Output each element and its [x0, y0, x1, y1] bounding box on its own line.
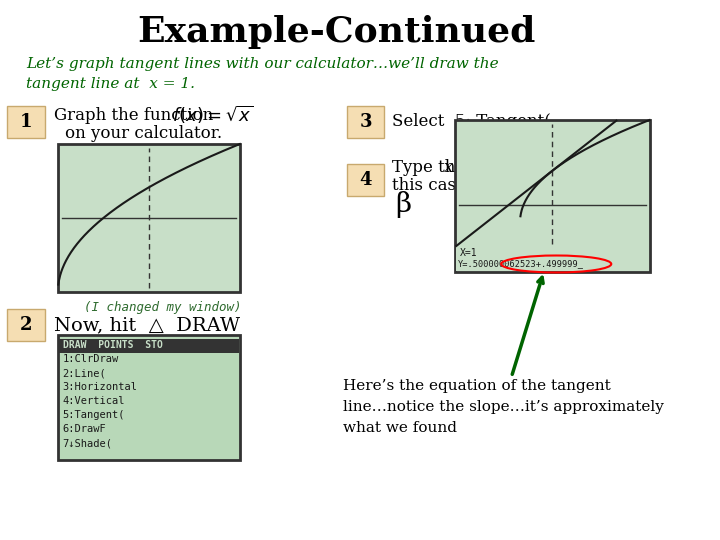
FancyBboxPatch shape — [347, 164, 384, 196]
FancyBboxPatch shape — [7, 106, 45, 138]
Text: 1: 1 — [20, 113, 32, 131]
Bar — [456, 120, 649, 272]
Text: 4:Vertical: 4:Vertical — [63, 396, 125, 406]
Text: 5:Tangent(: 5:Tangent( — [63, 410, 125, 420]
FancyBboxPatch shape — [7, 309, 45, 341]
Text: β: β — [395, 192, 410, 219]
Text: DRAW  POINTS  STO: DRAW POINTS STO — [63, 340, 163, 350]
Bar — [456, 245, 649, 271]
Text: Here’s the equation of the tangent
line…notice the slope…it’s approximately
what: Here’s the equation of the tangent line…… — [343, 380, 665, 435]
Text: 3: 3 — [359, 113, 372, 131]
Text: Let’s graph tangent lines with our calculator…we’ll draw the
tangent line at  x : Let’s graph tangent lines with our calcu… — [26, 57, 499, 91]
Text: 7↓Shade(: 7↓Shade( — [63, 438, 112, 448]
Text: (I changed my window): (I changed my window) — [84, 300, 241, 314]
Text: this case is 1, and then hit: this case is 1, and then hit — [392, 177, 613, 193]
Text: 1:ClrDraw: 1:ClrDraw — [63, 354, 119, 364]
Text: Graph the function: Graph the function — [54, 106, 219, 124]
Text: X=1: X=1 — [460, 248, 477, 258]
Text: $f(x) = \sqrt{x}$: $f(x) = \sqrt{x}$ — [171, 104, 253, 126]
Text: Example-Continued: Example-Continued — [137, 15, 535, 49]
Bar — [58, 144, 240, 292]
Text: Y=.500000062523+.499999_: Y=.500000062523+.499999_ — [458, 260, 584, 268]
Bar — [59, 339, 239, 353]
Text: 2:Line(: 2:Line( — [63, 368, 107, 378]
Text: 3:Horizontal: 3:Horizontal — [63, 382, 138, 392]
Text: Now, hit  △  DRAW: Now, hit △ DRAW — [54, 316, 240, 334]
Text: 6:DrawF: 6:DrawF — [63, 424, 107, 434]
Bar — [58, 335, 240, 460]
Text: 4: 4 — [359, 171, 372, 189]
Text: Select  5: Tangent(: Select 5: Tangent( — [392, 113, 551, 131]
FancyBboxPatch shape — [347, 106, 384, 138]
Text: x: x — [444, 159, 454, 176]
Text: 2: 2 — [20, 316, 32, 334]
Text: on your calculator.: on your calculator. — [66, 125, 222, 141]
Text: Type the: Type the — [392, 159, 470, 176]
Text: value, which in: value, which in — [453, 159, 585, 176]
